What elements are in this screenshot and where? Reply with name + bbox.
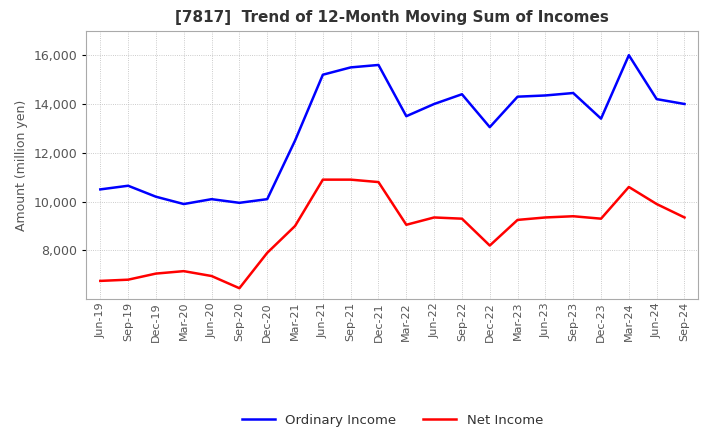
Ordinary Income (179, 202, 188, 207)
Ordinary Income (263, 197, 271, 202)
Ordinary Income (597, 116, 606, 121)
Ordinary Income (152, 194, 161, 199)
Ordinary Income (485, 125, 494, 130)
Ordinary Income (402, 114, 410, 119)
Y-axis label: Amount (million yen): Amount (million yen) (15, 99, 28, 231)
Net Income (597, 216, 606, 221)
Ordinary Income (513, 94, 522, 99)
Net Income (346, 177, 355, 182)
Net Income (207, 273, 216, 279)
Line: Net Income: Net Income (100, 180, 685, 288)
Title: [7817]  Trend of 12-Month Moving Sum of Incomes: [7817] Trend of 12-Month Moving Sum of I… (176, 11, 609, 26)
Ordinary Income (652, 96, 661, 102)
Line: Ordinary Income: Ordinary Income (100, 55, 685, 204)
Net Income (263, 250, 271, 256)
Net Income (624, 184, 633, 190)
Ordinary Income (541, 93, 550, 98)
Net Income (569, 213, 577, 219)
Ordinary Income (430, 101, 438, 106)
Net Income (291, 224, 300, 229)
Net Income (680, 215, 689, 220)
Net Income (652, 202, 661, 207)
Ordinary Income (680, 101, 689, 106)
Net Income (179, 268, 188, 274)
Net Income (235, 286, 243, 291)
Net Income (152, 271, 161, 276)
Ordinary Income (96, 187, 104, 192)
Net Income (485, 243, 494, 248)
Ordinary Income (458, 92, 467, 97)
Ordinary Income (624, 52, 633, 58)
Net Income (318, 177, 327, 182)
Ordinary Income (569, 90, 577, 95)
Net Income (374, 180, 383, 185)
Ordinary Income (235, 200, 243, 205)
Ordinary Income (207, 197, 216, 202)
Net Income (430, 215, 438, 220)
Ordinary Income (374, 62, 383, 68)
Net Income (402, 222, 410, 227)
Ordinary Income (291, 138, 300, 143)
Net Income (458, 216, 467, 221)
Net Income (124, 277, 132, 282)
Ordinary Income (346, 65, 355, 70)
Legend: Ordinary Income, Net Income: Ordinary Income, Net Income (237, 409, 548, 432)
Net Income (541, 215, 550, 220)
Net Income (513, 217, 522, 223)
Ordinary Income (318, 72, 327, 77)
Ordinary Income (124, 183, 132, 188)
Net Income (96, 278, 104, 283)
